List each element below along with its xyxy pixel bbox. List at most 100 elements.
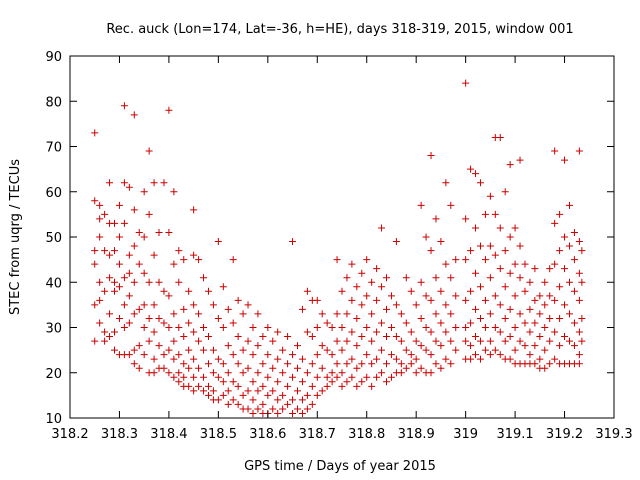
data-point <box>531 265 539 273</box>
data-point <box>303 405 311 413</box>
data-point <box>289 396 297 404</box>
data-point <box>516 310 524 318</box>
data-point <box>447 274 455 282</box>
data-point <box>387 373 395 381</box>
data-point <box>135 260 143 268</box>
data-point <box>378 283 386 291</box>
data-point <box>506 305 514 313</box>
data-point <box>274 396 282 404</box>
data-point <box>506 333 514 341</box>
data-point <box>318 310 326 318</box>
data-point <box>333 360 341 368</box>
data-point <box>254 369 262 377</box>
data-point <box>200 373 208 381</box>
data-point <box>481 324 489 331</box>
data-point <box>501 314 509 322</box>
data-point <box>462 215 470 223</box>
data-point <box>200 274 208 282</box>
data-point <box>496 351 504 359</box>
data-point <box>150 355 158 363</box>
data-point <box>145 314 153 322</box>
data-point <box>111 278 119 286</box>
data-point <box>556 314 564 322</box>
data-point <box>209 369 217 377</box>
data-point <box>343 360 351 368</box>
data-point <box>442 328 450 336</box>
x-tick-label: 318.4 <box>150 427 187 442</box>
data-point <box>120 219 128 227</box>
data-point <box>160 179 168 187</box>
data-point <box>254 342 262 350</box>
x-axis-label: GPS time / Days of year 2015 <box>244 459 436 474</box>
x-tick-label: 318.9 <box>398 427 435 442</box>
data-point <box>96 296 104 304</box>
data-point <box>204 333 212 341</box>
data-point <box>506 355 514 363</box>
data-point <box>229 319 237 327</box>
data-point <box>219 378 227 386</box>
data-point <box>234 360 242 368</box>
x-tick-labels: 318.2 318.3 318.4 318.5 318.6 318.7 318.8 318.9… <box>51 427 632 442</box>
data-point <box>427 296 435 304</box>
data-point <box>323 373 331 381</box>
data-point <box>249 351 257 359</box>
data-point <box>348 373 356 381</box>
data-point <box>264 351 272 359</box>
data-point <box>308 360 316 368</box>
data-point <box>155 228 163 236</box>
data-point <box>447 310 455 318</box>
data-point <box>491 346 499 354</box>
data-point <box>496 133 504 141</box>
data-point <box>244 364 252 372</box>
data-point <box>111 219 119 227</box>
data-point <box>284 333 292 341</box>
data-point <box>269 405 277 413</box>
data-point <box>363 351 371 359</box>
data-point <box>239 310 247 318</box>
y-tick-label: 30 <box>45 322 62 337</box>
data-point <box>269 337 277 345</box>
data-point <box>125 251 133 259</box>
data-point <box>289 351 297 359</box>
data-point <box>570 319 578 327</box>
data-point <box>293 387 301 395</box>
data-point <box>452 292 460 300</box>
data-point <box>348 260 356 268</box>
data-point <box>254 405 262 413</box>
data-point <box>224 387 232 395</box>
y-tick-label: 60 <box>45 186 62 201</box>
data-point <box>536 292 544 300</box>
data-point <box>175 247 183 255</box>
data-point <box>417 364 425 372</box>
data-point <box>501 283 509 291</box>
data-point <box>368 382 376 390</box>
data-point <box>239 369 247 377</box>
data-point <box>491 251 499 259</box>
data-point <box>165 346 173 354</box>
data-point <box>303 369 311 377</box>
data-point <box>303 287 311 295</box>
data-point <box>259 333 267 341</box>
data-point <box>422 324 430 331</box>
data-point <box>546 265 554 273</box>
data-point <box>378 224 386 232</box>
data-point <box>130 310 138 318</box>
data-point <box>363 373 371 381</box>
data-point <box>190 251 198 259</box>
data-point <box>486 242 494 250</box>
data-point <box>338 382 346 390</box>
data-point <box>496 328 504 336</box>
data-point <box>190 301 198 309</box>
data-point <box>476 283 484 291</box>
data-point <box>422 233 430 241</box>
data-point <box>496 265 504 273</box>
data-point <box>437 319 445 327</box>
data-point <box>575 238 583 246</box>
data-point <box>229 378 237 386</box>
data-point <box>120 324 128 331</box>
data-point <box>115 283 123 291</box>
x-tick-label: 319.3 <box>595 427 632 442</box>
data-point <box>101 247 109 255</box>
